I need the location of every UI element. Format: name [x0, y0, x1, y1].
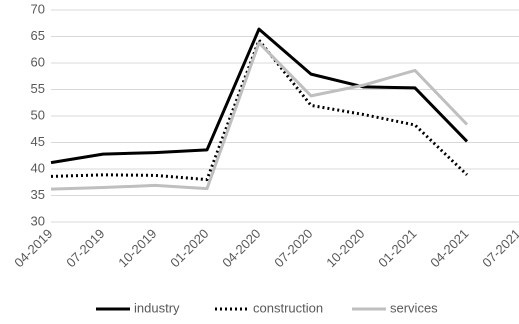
x-tick-label: 01-2020: [167, 226, 211, 270]
y-tick-label: 50: [31, 107, 45, 122]
series-line: [50, 41, 469, 191]
series-line: [50, 38, 469, 182]
x-tick-label: 04-2020: [219, 226, 263, 270]
x-tick-label: 10-2020: [323, 226, 367, 270]
y-tick-label: 35: [31, 187, 45, 202]
y-tick-label: 40: [31, 160, 45, 175]
x-tick-label: 10-2019: [115, 226, 159, 270]
y-tick-label: 60: [31, 54, 45, 69]
legend-label: services: [390, 300, 438, 315]
x-tick-label: 07-2021: [479, 226, 519, 270]
x-tick-label: 01-2021: [375, 226, 419, 270]
y-tick-label: 65: [31, 28, 45, 43]
legend-label: industry: [134, 300, 180, 315]
x-tick-label: 04-2021: [427, 226, 471, 270]
y-tick-label: 55: [31, 81, 45, 96]
y-tick-label: 30: [31, 213, 45, 228]
x-tick-label: 04-2019: [11, 226, 55, 270]
y-tick-label: 45: [31, 134, 45, 149]
x-tick-label: 07-2019: [63, 226, 107, 270]
series-line: [50, 27, 469, 165]
y-tick-label: 70: [31, 1, 45, 16]
legend-label: construction: [253, 300, 323, 315]
x-tick-label: 07-2020: [271, 226, 315, 270]
